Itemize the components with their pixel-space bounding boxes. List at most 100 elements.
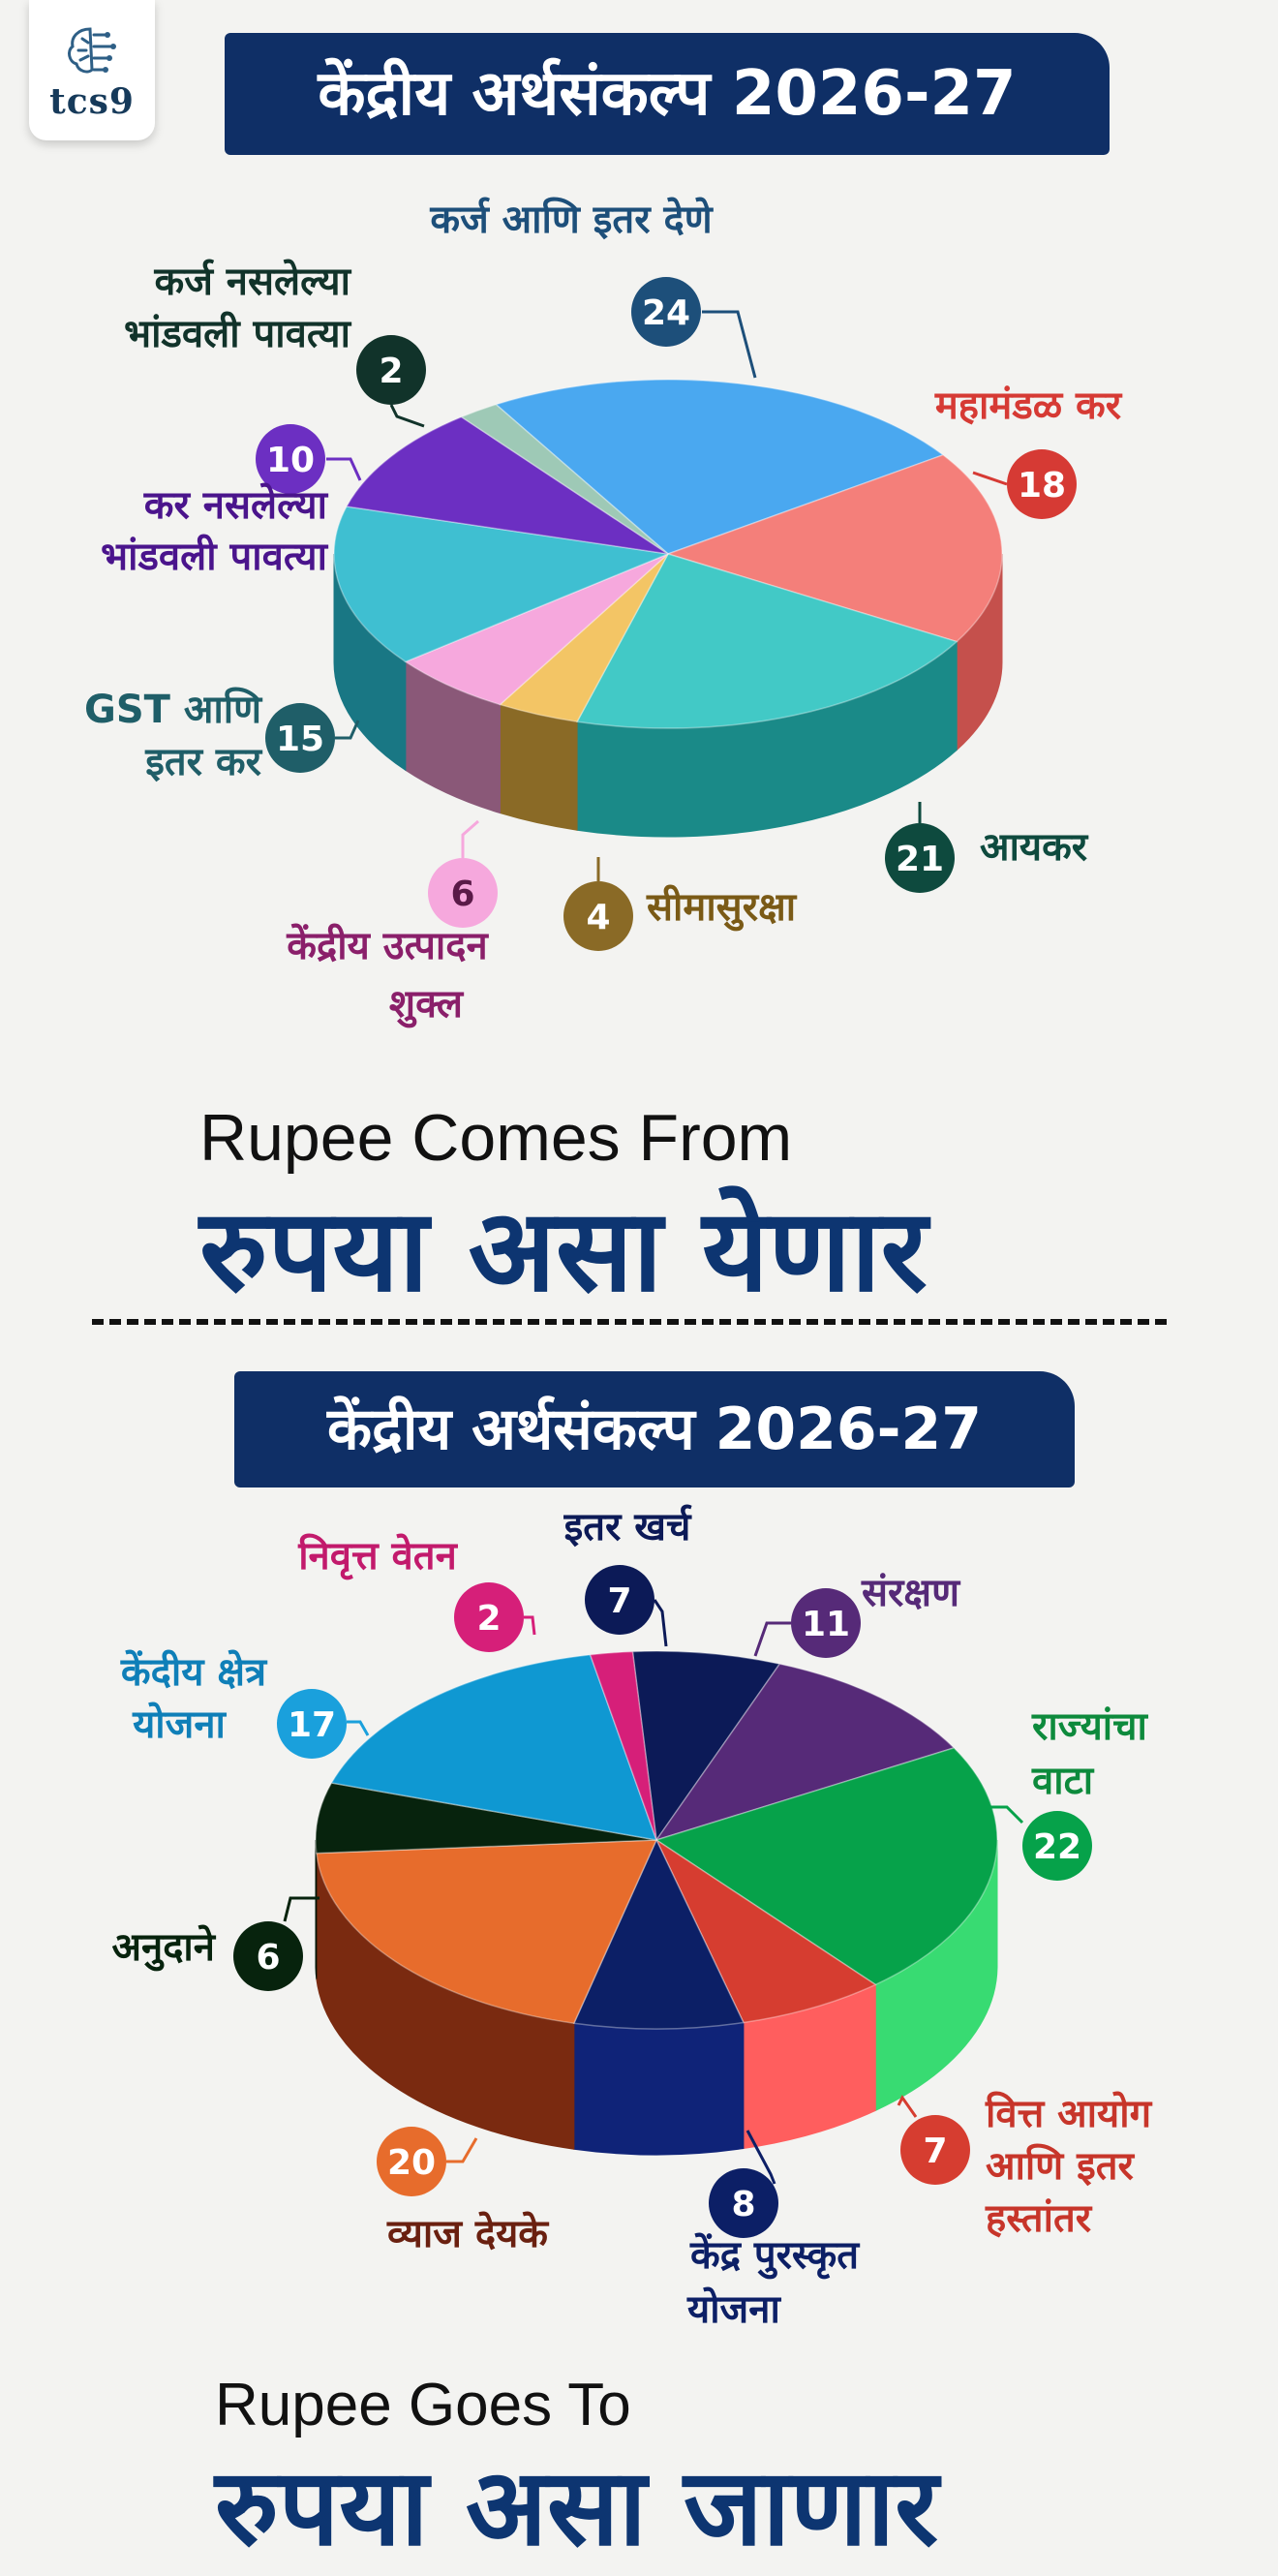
pie-2-side-slice-7 — [315, 1839, 318, 1979]
pie-2-slice-1 — [631, 1650, 781, 1843]
value-label: 7 — [607, 1581, 631, 1621]
category-label: महामंडळ कर — [934, 383, 1123, 428]
value-badge — [256, 424, 325, 494]
leader-line — [897, 2095, 918, 2118]
pie-1-side-walls — [333, 553, 1003, 838]
value-label: 20 — [387, 2143, 436, 2183]
category-label: कर्ज आणि इतर देणे — [429, 197, 714, 242]
category-label: केंद्र पुरस्कृत — [689, 2232, 860, 2280]
category-label: वित्त आयोग — [985, 2091, 1153, 2136]
value-label: 2 — [476, 1599, 501, 1639]
category-label: सीमासुरक्षा — [646, 884, 798, 932]
value-label: 2 — [379, 352, 403, 391]
value-label: 21 — [896, 840, 944, 879]
category-label: भांडवली पावत्या — [101, 534, 329, 579]
leader-line — [335, 720, 360, 740]
pie-1-side-slice-6 — [333, 553, 407, 772]
value-badge — [885, 823, 955, 893]
value-badge — [1007, 449, 1077, 519]
category-label: हस्तांतर — [985, 2196, 1093, 2241]
pie-2-label-slice-2: 11 संरक्षण — [753, 1571, 961, 1658]
pie-1-slice-8 — [460, 403, 669, 555]
value-badge — [1022, 1811, 1092, 1881]
category-label: कर नसलेल्या — [143, 482, 329, 528]
pie-1-label-slice-6: 15 GST आणि इतर कर — [84, 687, 360, 784]
pie-1-slice-3 — [575, 553, 958, 729]
leader-line — [326, 457, 362, 481]
pie-1-slice-7 — [345, 415, 669, 555]
category-label: योजना — [686, 2286, 781, 2332]
category-label: आयकर — [980, 825, 1089, 870]
value-label: 10 — [266, 441, 315, 480]
category-label: इतर कर — [144, 740, 262, 784]
category-label: इतर खर्च — [563, 1504, 693, 1549]
section-2-banner: केंद्रीय अर्थसंकल्प 2026-27 — [234, 1371, 1075, 1487]
leader-line — [446, 2137, 478, 2163]
value-badge — [900, 2115, 970, 2185]
pie-2-slice-4 — [654, 1837, 877, 2024]
category-label: संरक्षण — [861, 1571, 961, 1615]
category-label: केंदीय क्षेत्र — [120, 1649, 268, 1695]
pie-2-label-slice-1: 7 इतर खर्च — [563, 1504, 693, 1647]
value-label: 8 — [731, 2185, 755, 2224]
pie-2-slice-3 — [654, 1747, 998, 1986]
value-badge — [233, 1921, 303, 1991]
section-divider — [92, 1319, 1167, 1325]
pie-2-label-slice-7: 6 अनुदाने — [111, 1896, 320, 1991]
pie-2-top-faces — [315, 1650, 998, 2030]
category-label: व्याज देयके — [386, 2211, 549, 2256]
value-label: 4 — [586, 898, 610, 937]
logo-text: tcs9 — [49, 81, 135, 122]
value-badge — [356, 335, 426, 405]
category-label: GST आणि — [84, 687, 263, 732]
leader-line — [283, 1896, 320, 1922]
value-badge — [277, 1689, 347, 1759]
pie-2-label-slice-9: 2 निवृत्त वेतन — [297, 1533, 536, 1652]
category-label: अनुदाने — [111, 1924, 216, 1972]
value-label: 6 — [450, 874, 474, 914]
pie-1-slice-6 — [333, 506, 671, 663]
value-badge — [563, 881, 633, 951]
pie-1-label-slice-3: 21 आयकर — [885, 802, 1089, 893]
value-badge — [585, 1565, 654, 1635]
section-1-caption-marathi: रुपया असा येणार — [199, 1183, 928, 1317]
pie-2-slice-8 — [330, 1653, 658, 1841]
pie-1-label-slice-8: 2 कर्ज नसलेल्या भांडवली पावत्या — [124, 259, 426, 428]
category-label: वाटा — [1031, 1759, 1095, 1803]
leader-line — [524, 1615, 536, 1636]
rupee-comes-from-pie-chart: 24 कर्ज आणि इतर देणे 18 महामंडळ कर 21 आयकर 4 सी… — [84, 197, 1123, 1028]
pie-2-side-slice-5 — [573, 2021, 745, 2156]
value-label: 7 — [923, 2131, 947, 2171]
category-label: शुक्ल — [389, 982, 465, 1028]
pie-1-slice-1 — [494, 379, 945, 555]
leader-line — [461, 819, 479, 858]
pie-2-label-slice-3: 22 राज्यांचा वाटा — [989, 1704, 1149, 1881]
pie-1-slice-2 — [665, 453, 1003, 643]
pie-1-label-slice-4: 4 सीमासुरक्षा — [563, 857, 798, 951]
section-2-caption-marathi: रुपया असा जाणार — [215, 2445, 939, 2569]
leader-line — [347, 1720, 370, 1736]
pie-2-slice-6 — [316, 1839, 658, 2025]
pie-2-slice-9 — [589, 1650, 657, 1841]
value-badge — [428, 858, 498, 928]
category-label: केंद्रीय उत्पादन — [286, 923, 489, 968]
category-label: निवृत्त वेतन — [297, 1533, 458, 1580]
pie-2-label-slice-4: 7 वित्त आयोग आणि इतर हस्तांतर — [897, 2091, 1153, 2241]
value-badge — [709, 2168, 778, 2238]
category-label: राज्यांचा — [1031, 1704, 1149, 1749]
section-1-caption-english: Rupee Comes From — [199, 1101, 793, 1175]
pie-1-label-slice-1: 24 कर्ज आणि इतर देणे — [429, 197, 757, 379]
leader-line — [972, 471, 1008, 486]
brand-logo: tcs9 — [29, 0, 155, 140]
pie-1-side-slice-4 — [499, 703, 578, 831]
pie-2-side-walls — [315, 1839, 998, 2156]
category-label: आणि इतर — [986, 2143, 1136, 2189]
value-label: 22 — [1033, 1827, 1081, 1867]
pie-1-slice-4 — [498, 553, 669, 723]
pie-2-label-slice-5: 8 केंद्र पुरस्कृत योजना — [686, 2130, 860, 2332]
value-badge — [631, 277, 701, 347]
value-label: 6 — [256, 1938, 280, 1978]
pie-1-label-slice-5: 6 केंद्रीय उत्पादन शुक्ल — [286, 819, 498, 1028]
value-badge — [791, 1588, 861, 1658]
